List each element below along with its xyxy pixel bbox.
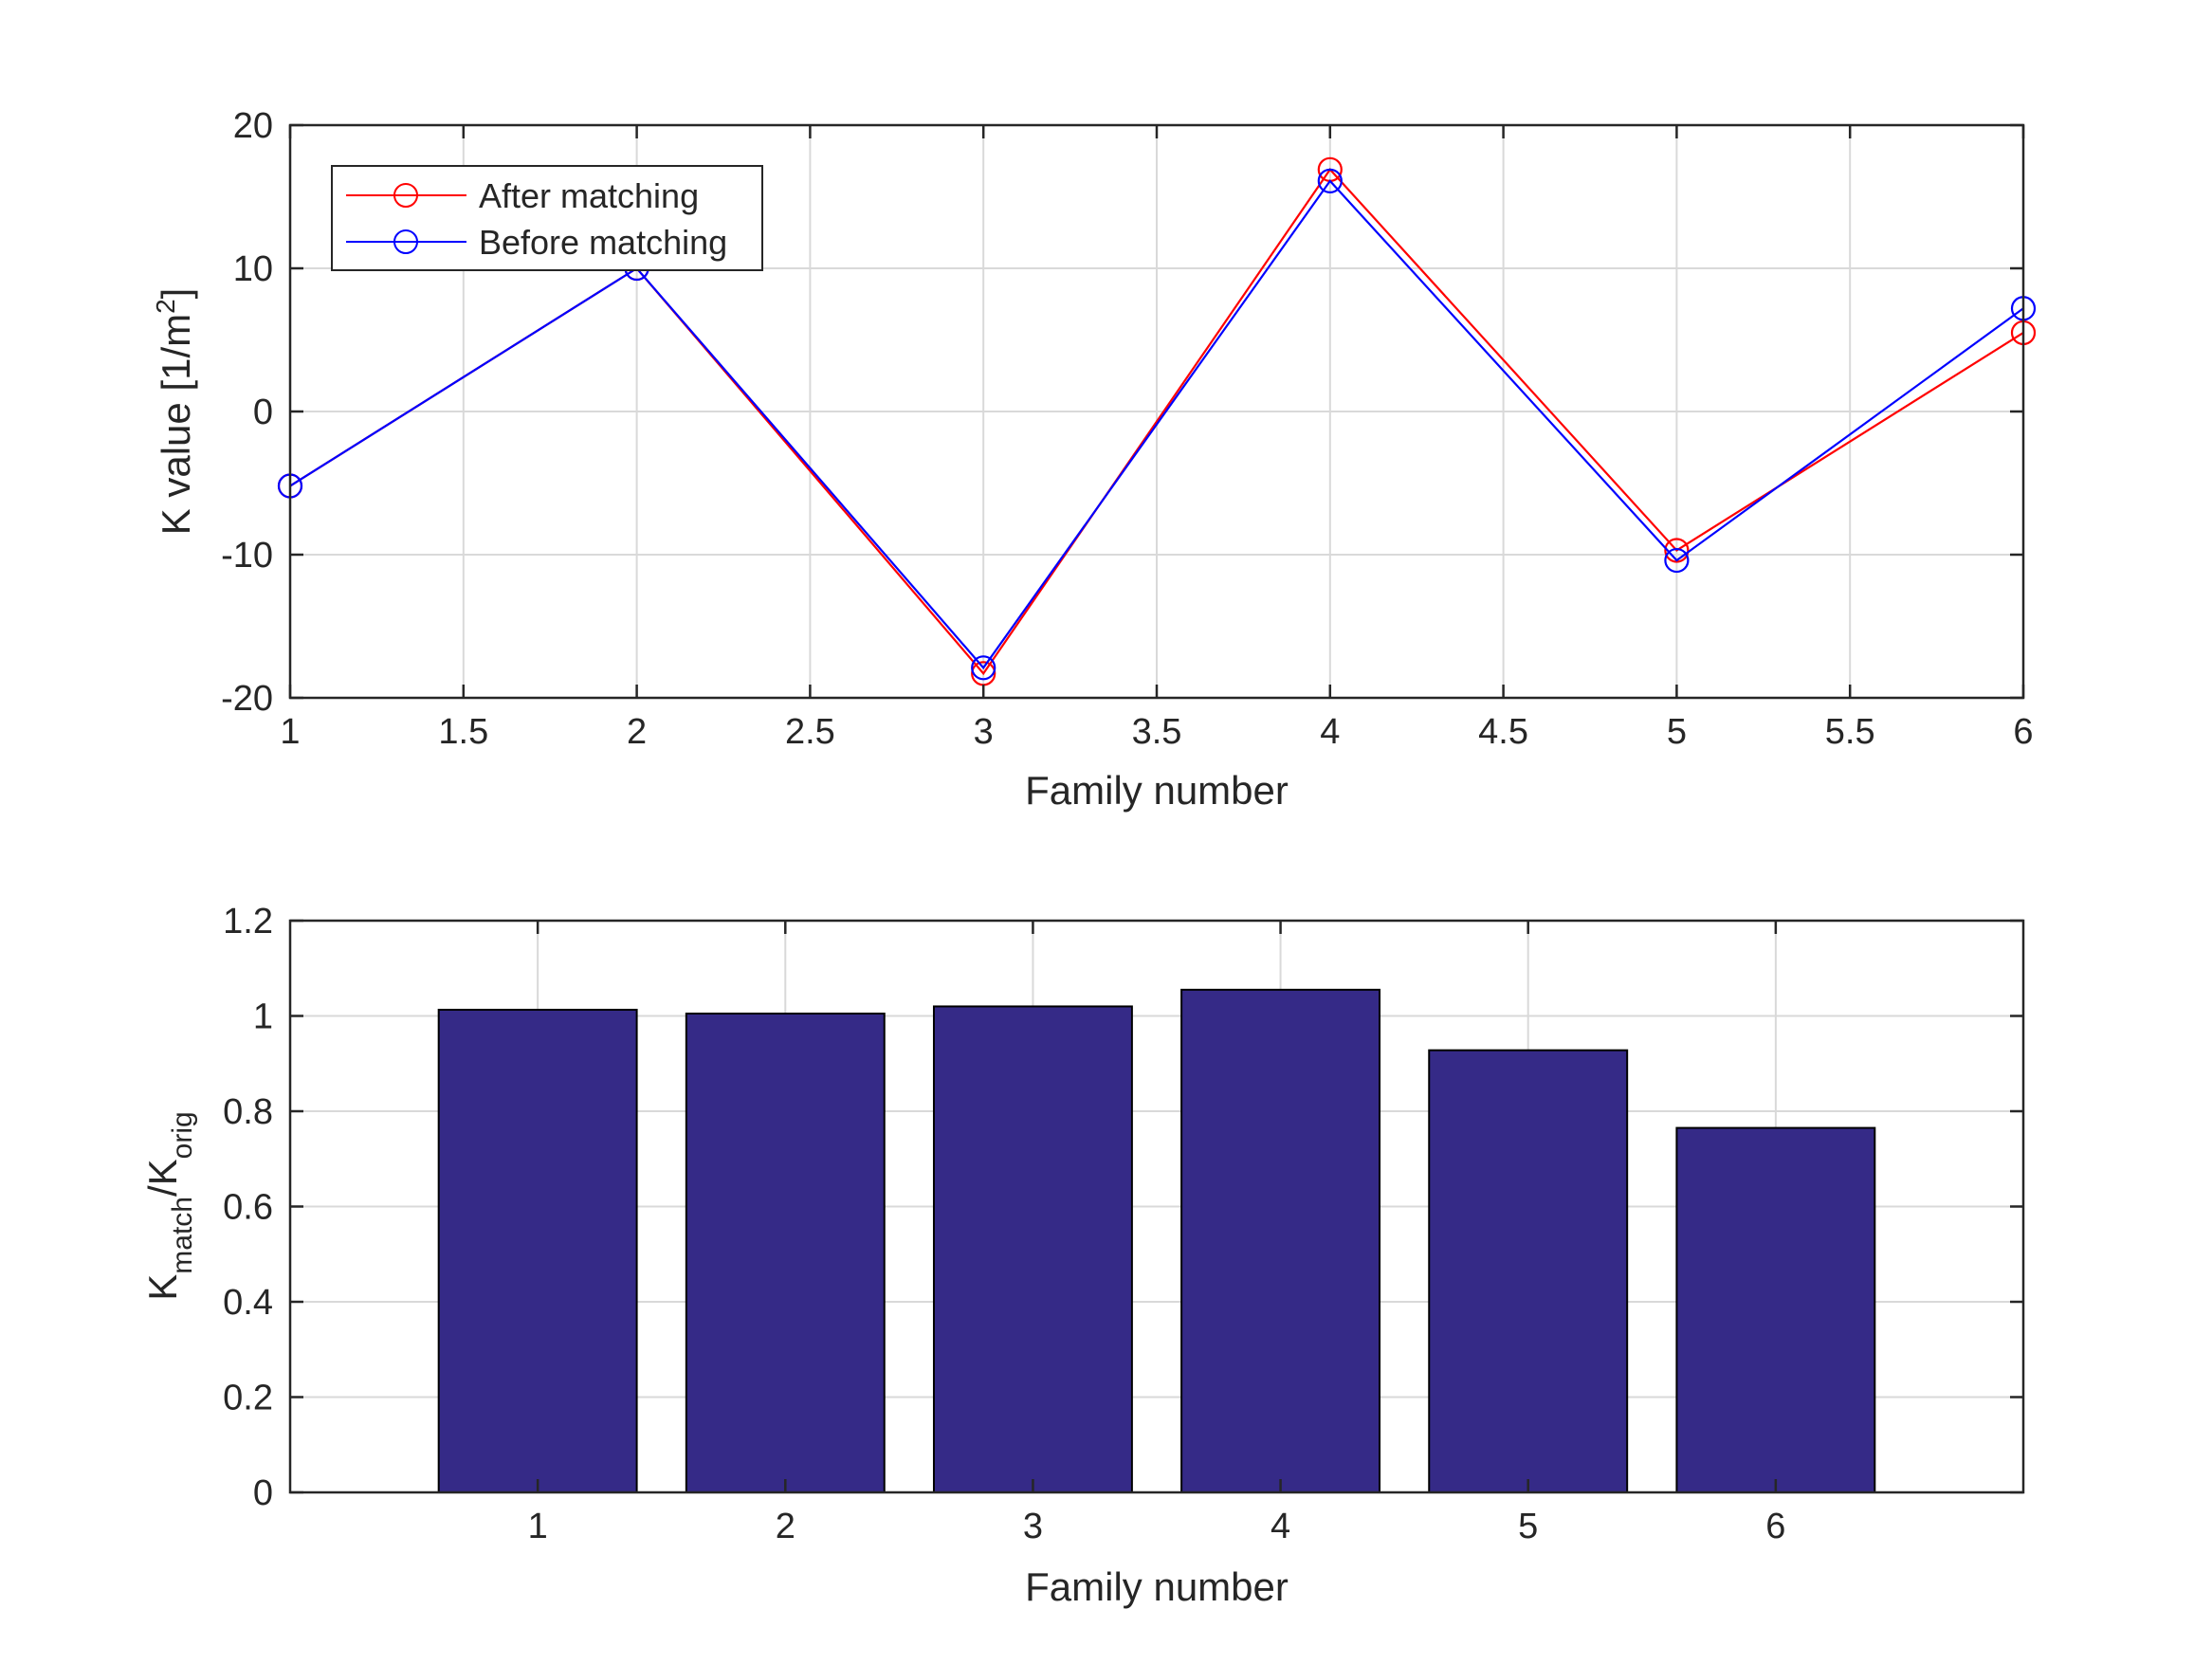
- line-x-tick-label: 5: [1667, 712, 1687, 752]
- bar-x-tick-label: 3: [1023, 1507, 1043, 1546]
- bar-family-4: [1180, 988, 1381, 1494]
- series-line: [289, 179, 2024, 670]
- bar-y-tick-labels: 0 0.2 0.4 0.6 0.8 1 1.2: [223, 902, 273, 1513]
- bar-x-tick-label: 4: [1271, 1507, 1290, 1546]
- line-x-tick-labels: 1 1.5 2 2.5 3 3.5 4 4.5 5 5.5 6: [280, 712, 2033, 752]
- legend-marker-before: [393, 229, 418, 254]
- bar-x-tick-label: 5: [1518, 1507, 1538, 1546]
- legend-entry-after: After matching: [346, 176, 699, 215]
- bar-family-3: [932, 1005, 1133, 1493]
- data-point-marker: [1317, 168, 1343, 193]
- bar-family-6: [1675, 1126, 1876, 1494]
- line-x-tick-label: 4.5: [1478, 712, 1528, 752]
- bar-family-1: [437, 1008, 638, 1494]
- legend-marker-after: [393, 183, 418, 208]
- bar-y-tick-label: 1: [253, 997, 273, 1037]
- bar-x-tick-labels: 1 2 3 4 5 6: [528, 1507, 1786, 1546]
- bar-y-tick-label: 0.8: [223, 1092, 273, 1132]
- line-y-tick-label: 10: [233, 249, 273, 289]
- bar-x-tick-label: 1: [528, 1507, 548, 1546]
- data-point-marker: [971, 655, 996, 681]
- line-chart: 1 1.5 2 2.5 3 3.5 4 4.5 5 5.5 6 -20 -10 0 10 20 Family…: [151, 106, 2037, 813]
- line-legend: After matching Before matching: [331, 165, 763, 271]
- line-x-tick-label: 5.5: [1825, 712, 1875, 752]
- line-tick-marks: [288, 123, 2025, 700]
- bar-family-2: [685, 1012, 886, 1494]
- bar-x-axis-label: Family number: [1025, 1564, 1289, 1609]
- bar-y-tick-label: 0.6: [223, 1188, 273, 1228]
- line-x-tick-label: 4: [1320, 712, 1340, 752]
- line-x-tick-label: 3: [974, 712, 994, 752]
- bar-series: [437, 988, 1876, 1494]
- legend-entry-before: Before matching: [346, 223, 727, 262]
- legend-label-before: Before matching: [479, 223, 727, 262]
- data-point-marker: [1664, 538, 1690, 563]
- bar-y-tick-label: 1.2: [223, 902, 273, 942]
- bar-y-axis-label: Kmatch/Korig: [140, 1111, 198, 1300]
- bar-tick-marks: [290, 919, 2023, 1494]
- line-x-axis-label: Family number: [1025, 768, 1289, 813]
- bar-family-5: [1428, 1049, 1629, 1494]
- line-x-tick-label: 3.5: [1132, 712, 1182, 752]
- line-y-tick-labels: -20 -10 0 10 20: [221, 106, 273, 719]
- line-x-tick-label: 6: [2013, 712, 2033, 752]
- legend-label-after: After matching: [479, 176, 699, 215]
- line-y-tick-label: -10: [221, 536, 273, 576]
- bar-x-tick-label: 6: [1765, 1507, 1785, 1546]
- line-y-tick-label: 20: [233, 106, 273, 146]
- bar-y-tick-label: 0.4: [223, 1283, 273, 1323]
- bar-y-tick-label: 0: [253, 1473, 273, 1513]
- data-point-marker: [1664, 547, 1690, 574]
- line-y-tick-label: -20: [221, 679, 273, 719]
- line-x-tick-label: 2: [627, 712, 647, 752]
- bar-chart: 1 2 3 4 5 6 0 0.2 0.4 0.6 0.8 1 1.2 Family number K…: [140, 902, 2025, 1609]
- line-y-tick-label: 0: [253, 393, 273, 432]
- line-x-tick-label: 2.5: [785, 712, 835, 752]
- line-y-axis-label: K value [1/m2]: [151, 288, 198, 536]
- line-x-tick-label: 1: [280, 712, 300, 752]
- bar-x-tick-label: 2: [776, 1507, 795, 1546]
- line-x-tick-label: 1.5: [438, 712, 488, 752]
- bar-y-tick-label: 0.2: [223, 1379, 273, 1418]
